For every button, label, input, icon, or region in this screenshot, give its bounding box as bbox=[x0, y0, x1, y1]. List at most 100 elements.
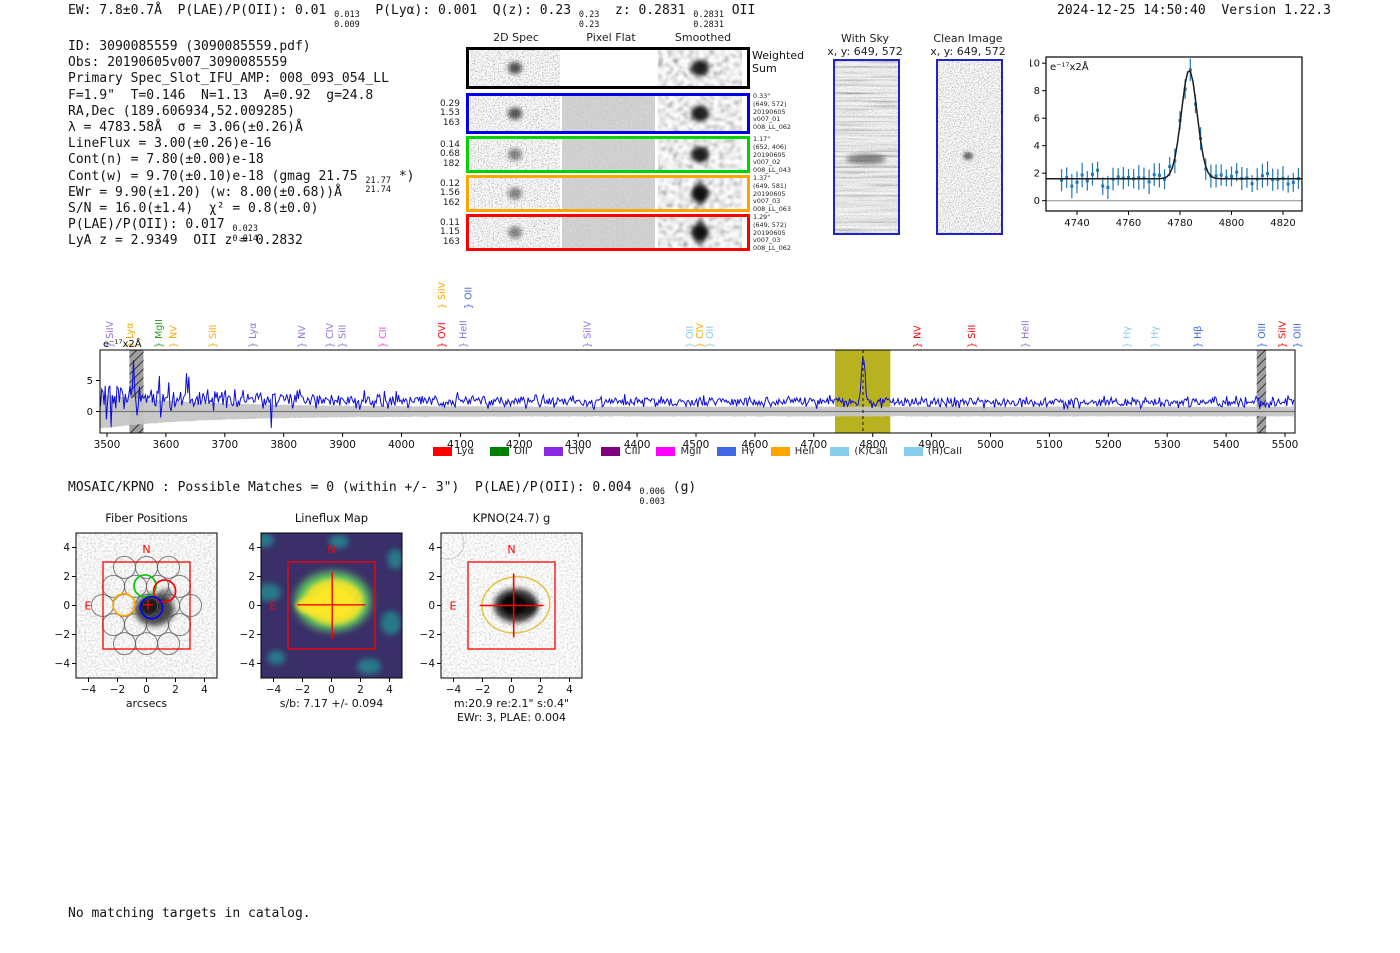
svg-text:4: 4 bbox=[248, 542, 255, 554]
line-label-SiIV: } SiIV bbox=[1278, 320, 1289, 348]
info-line-6: LineFlux = 3.00(±0.26)e-16 bbox=[68, 136, 415, 152]
text-segment: z: 0.2831 bbox=[599, 3, 694, 18]
svg-text:0: 0 bbox=[143, 684, 150, 696]
line-label-NV: } NV bbox=[912, 325, 923, 348]
svg-text:3500: 3500 bbox=[94, 439, 121, 451]
line-label-CIV: } CIV bbox=[695, 323, 706, 348]
frac-lower: 0.2831 bbox=[693, 19, 724, 30]
text-segment: Primary Spec_Slot_IFU_AMP: 008_093_054_L… bbox=[68, 71, 389, 87]
spec2d-row-strips bbox=[470, 178, 742, 209]
frac-lower: 21.74 bbox=[365, 185, 392, 196]
svg-text:0: 0 bbox=[87, 407, 93, 418]
line-label-Hγ: } Hγ bbox=[1122, 326, 1133, 348]
svg-text:4200: 4200 bbox=[506, 439, 533, 451]
spec2d-row-strips bbox=[470, 96, 742, 131]
info-line-1: Obs: 20190605v007_3090085559 bbox=[68, 55, 415, 71]
frac-lower: 0.23 bbox=[578, 19, 600, 30]
line-fit-cutout-plot: 0 2 4 6 8 10 4740 4760 4780 4800 4820 e⁻¹⁷x2Å bbox=[1027, 48, 1310, 237]
svg-text:4: 4 bbox=[566, 684, 573, 696]
report-datetime: 2024-12-25 14:50:40 bbox=[1057, 3, 1206, 18]
line-label-OII: } OII bbox=[464, 287, 475, 309]
line-label-SiII: } SiII bbox=[967, 325, 978, 348]
line-label-HeII: } HeII bbox=[1020, 320, 1031, 348]
info-line-11: P(LAE)/P(OII): 0.017 0.023 0.014 bbox=[68, 217, 415, 243]
text-segment: RA,Dec (189.606934,52.009285) bbox=[68, 103, 295, 119]
text-segment: LyA z = 2.9349 OII z = 0.2832 bbox=[68, 233, 303, 249]
line-label-SiII: } SiII bbox=[338, 325, 349, 348]
weight-value: 162 bbox=[442, 197, 460, 208]
spec2d-row-1 bbox=[466, 93, 750, 134]
svg-text:4600: 4600 bbox=[742, 439, 769, 451]
line-label-SiII: } SiII bbox=[208, 325, 219, 348]
svg-text:−2: −2 bbox=[475, 684, 490, 696]
svg-text:5100: 5100 bbox=[1036, 439, 1063, 451]
svg-text:E: E bbox=[270, 600, 277, 613]
meta-line: v007_03 bbox=[753, 236, 781, 245]
frac-upper: 0.006 bbox=[639, 487, 665, 497]
legend-swatch bbox=[903, 447, 923, 456]
svg-text:E: E bbox=[85, 600, 92, 613]
legend-item-(K)CaII: (K)CaII bbox=[830, 446, 888, 457]
svg-text:N: N bbox=[327, 543, 335, 556]
legend-item-(H)CaII: (H)CaII bbox=[903, 446, 963, 457]
text-segment: λ = 4783.58Å σ = 3.06(±0.26)Å bbox=[68, 119, 303, 135]
spec2d-row-weights: 0.14 0.68 182 bbox=[430, 140, 460, 170]
info-block: ID: 3090085559 (3090085559.pdf) Obs: 2019… bbox=[68, 39, 415, 249]
svg-text:0: 0 bbox=[428, 600, 435, 612]
info-line-8: Cont(w) = 9.70(±0.10)e-18 (gmag 21.75 21… bbox=[68, 169, 415, 195]
info-line-3: F=1.9" T=0.146 N=1.13 A=0.92 g=24.8 bbox=[68, 88, 415, 104]
meta-line: 008_LL_043 bbox=[753, 166, 791, 175]
svg-text:−4: −4 bbox=[420, 658, 436, 670]
svg-text:2: 2 bbox=[63, 571, 70, 583]
svg-text:m:20.9 re:2.1" s:0.4": m:20.9 re:2.1" s:0.4" bbox=[454, 697, 569, 710]
frac-upper: 0.23 bbox=[578, 10, 600, 20]
full-spectrum-plot: } SiIV} Lyα} MgII} NV} SiII} Lyα} NV} CI… bbox=[60, 265, 1350, 464]
svg-text:4: 4 bbox=[1034, 141, 1040, 152]
spec2d-header-smoothed: Smoothed bbox=[674, 31, 732, 44]
weight-value: 1.15 bbox=[439, 227, 460, 237]
header-datetime-version: 2024-12-25 14:50:40 Version 1.22.3 bbox=[1057, 3, 1331, 18]
legend-item-CIII: CIII bbox=[600, 446, 640, 457]
svg-text:N: N bbox=[507, 543, 515, 556]
meta-line: v007_02 bbox=[753, 158, 781, 167]
legend-item-MgII: MgII bbox=[656, 446, 701, 457]
svg-text:−2: −2 bbox=[295, 684, 310, 696]
line-label-SiIV: } SiIV bbox=[437, 281, 448, 309]
svg-text:N: N bbox=[142, 543, 150, 556]
meta-line: 008_LL_062 bbox=[753, 244, 791, 253]
spec2d-row-strips bbox=[470, 50, 742, 86]
svg-text:3900: 3900 bbox=[329, 439, 356, 451]
weight-value: 1.53 bbox=[439, 108, 460, 118]
text-segment: MOSAIC/KPNO : Possible Matches = 0 (with… bbox=[68, 480, 640, 495]
meta-line: 1.37" bbox=[753, 174, 771, 182]
svg-text:4900: 4900 bbox=[918, 439, 945, 451]
weight-value: 0.68 bbox=[439, 149, 460, 159]
withsky-subtitle: x, y: 649, 572 bbox=[827, 45, 903, 58]
meta-line: v007_03 bbox=[753, 197, 781, 206]
legend-label: (K)CaII bbox=[854, 446, 888, 457]
svg-text:6: 6 bbox=[1034, 114, 1040, 125]
svg-text:−4: −4 bbox=[240, 658, 256, 670]
spec2d-header-2dspec: 2D Spec bbox=[493, 31, 539, 44]
legend-swatch bbox=[717, 447, 737, 456]
svg-text:−4: −4 bbox=[55, 658, 71, 670]
info-line-2: Primary Spec_Slot_IFU_AMP: 008_093_054_L… bbox=[68, 71, 415, 87]
svg-text:4700: 4700 bbox=[800, 439, 827, 451]
fiber-positions-panel: Fiber Positions N E 4 2 0 −2 −4 −4 −2 0 2 4 arcsecs bbox=[43, 505, 238, 724]
legend-label: OII bbox=[514, 446, 528, 457]
frac-upper: 0.023 bbox=[232, 224, 258, 235]
svg-text:−4: −4 bbox=[266, 684, 282, 696]
svg-text:4800: 4800 bbox=[859, 439, 886, 451]
legend-label: (H)CaII bbox=[927, 446, 963, 457]
legend-item-Lyα: Lyα bbox=[432, 446, 474, 457]
svg-text:2: 2 bbox=[1034, 169, 1040, 180]
svg-text:KPNO(24.7) g: KPNO(24.7) g bbox=[473, 511, 551, 525]
legend-item-HeII: HeII bbox=[770, 446, 814, 457]
spectrum-legend: Lyα OII CIV CIII MgII Hγ HeII (K)CaII (H)CaII bbox=[150, 446, 1245, 457]
weighted-sum-line: Weighted bbox=[752, 49, 805, 62]
svg-text:E: E bbox=[450, 600, 457, 613]
spec2d-row-0 bbox=[466, 47, 750, 89]
meta-line: (649, 572) bbox=[753, 220, 787, 229]
weight-value: 1.56 bbox=[439, 188, 460, 198]
